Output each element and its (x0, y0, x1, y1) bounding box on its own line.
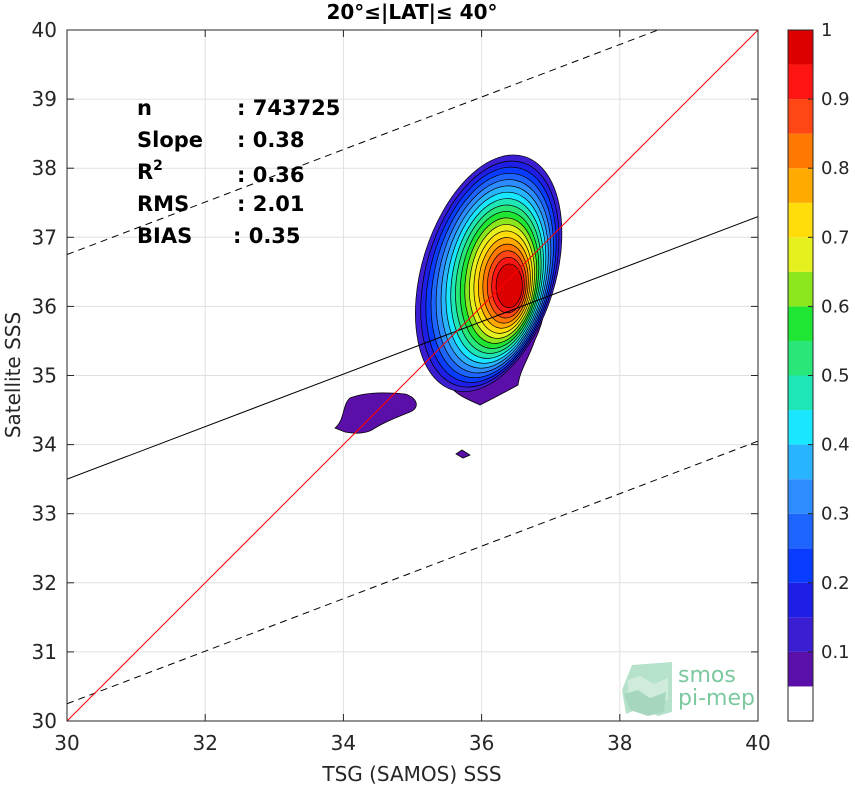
y-tick-label: 32 (32, 571, 57, 595)
colorbar-segment (788, 271, 813, 307)
colorbar-tick-label: 0.1 (821, 642, 850, 663)
y-axis-label: Satellite SSS (1, 312, 25, 438)
colorbar-segment (788, 168, 813, 203)
y-tick-label: 39 (32, 87, 57, 111)
stat-label: R2 (137, 158, 163, 184)
x-tick-label: 32 (192, 731, 217, 755)
x-tick-label: 40 (745, 731, 770, 755)
colorbar-segment (788, 479, 813, 514)
colorbar-segment (788, 617, 813, 652)
x-axis-label: TSG (SAMOS) SSS (321, 762, 501, 786)
fit-line (67, 216, 758, 480)
stat-label: n (137, 96, 152, 120)
contour-island-small (455, 449, 471, 459)
y-tick-label: 40 (32, 18, 57, 42)
stat-value: : 743725 (237, 96, 340, 120)
y-tick-label: 31 (32, 640, 57, 664)
lower-dashed-line (67, 440, 758, 705)
colorbar: 0.1 0.2 0.3 0.4 0.5 0.6 0.7 0.8 0.9 1 (787, 20, 850, 722)
colorbar-tick-label: 0.9 (821, 89, 850, 110)
colorbar-segment (788, 444, 813, 480)
x-tick-label: 38 (607, 731, 632, 755)
colorbar-segment (788, 513, 813, 549)
colorbar-tick-label: 0.8 (821, 158, 850, 179)
colorbar-tick-label: 0.7 (821, 227, 850, 248)
colorbar-segment (788, 64, 813, 100)
axis-ticks: 30 32 34 36 38 40 30 31 32 33 34 35 36 37 38 39 40 (32, 18, 771, 755)
stat-label: BIAS (137, 224, 192, 248)
colorbar-tick-label: 0.5 (821, 366, 850, 387)
reference-lines (67, 30, 758, 721)
colorbar-segment (788, 133, 813, 169)
density-contours (334, 154, 563, 459)
colorbar-segment (788, 375, 813, 411)
colorbar-tick-label: 0.6 (821, 296, 850, 317)
y-tick-label: 36 (32, 294, 57, 318)
logo-text-line2: pi-mep (678, 686, 755, 711)
plot-area (67, 30, 758, 721)
colorbar-segment (788, 686, 813, 721)
colorbar-segment (788, 548, 813, 583)
colorbar-segment (788, 202, 813, 238)
colorbar-tick-label: 0.2 (821, 573, 850, 594)
colorbar-segment (788, 237, 813, 272)
colorbar-segment (788, 651, 813, 687)
colorbar-segment (788, 306, 813, 341)
y-tick-label: 37 (32, 225, 57, 249)
y-tick-label: 35 (32, 364, 57, 388)
identity-line (67, 30, 758, 721)
upper-dashed-line (67, 30, 660, 256)
colorbar-tick-label: 0.4 (821, 435, 850, 456)
colorbar-segment (788, 582, 813, 618)
stat-value: : 2.01 (237, 192, 305, 216)
stat-label: RMS (137, 192, 189, 216)
x-tick-label: 34 (331, 731, 356, 755)
colorbar-tick-label: 1 (821, 20, 832, 41)
colorbar-tick-label: 0.3 (821, 504, 850, 525)
stat-value: : 0.38 (237, 128, 305, 152)
contour-level-19 (495, 263, 523, 309)
colorbar-segment (788, 30, 813, 65)
chart-title: 20°≤|LAT|≤ 40° (326, 0, 497, 24)
x-tick-label: 30 (54, 731, 79, 755)
y-tick-label: 38 (32, 156, 57, 180)
colorbar-segment (788, 99, 813, 134)
colorbar-segment (788, 410, 813, 445)
colorbar-segment (788, 340, 813, 376)
logo-graphic-icon (622, 662, 672, 716)
y-tick-label: 33 (32, 502, 57, 526)
stat-label-superscript: 2 (153, 158, 163, 174)
x-tick-label: 36 (469, 731, 494, 755)
stat-label: Slope (137, 128, 203, 152)
smos-pimep-logo: smos pi-mep (622, 662, 755, 716)
stat-value: : 0.36 (237, 163, 305, 187)
stat-value: : 0.35 (233, 224, 301, 248)
y-tick-label: 30 (32, 709, 57, 733)
logo-text-line1: smos (678, 663, 736, 688)
y-tick-label: 34 (32, 433, 57, 457)
stats-box: n : 743725 Slope : 0.38 R2 : 0.36 RMS : 2.01 BIA… (137, 96, 340, 248)
